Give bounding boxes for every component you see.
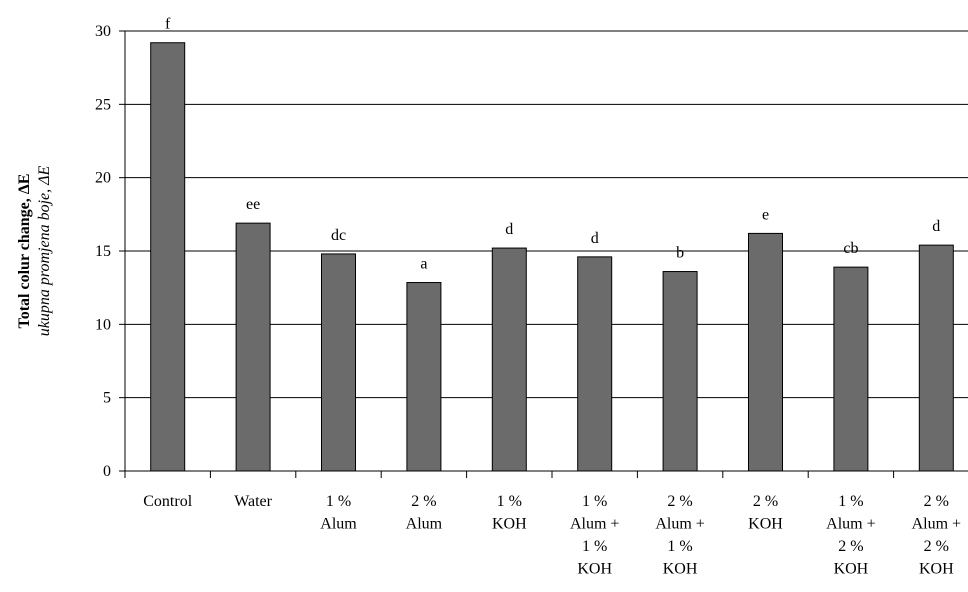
y-tick-labels: 0 5 10 15 20 25 30 [95,23,111,480]
data-label: d [505,221,513,238]
data-label: ee [246,196,260,213]
x-category-label: 1 % Alum +1 % KOH [570,493,619,578]
x-category-label: Water [234,493,272,510]
y-tick-label: 20 [95,170,111,187]
y-tick-label: 25 [95,96,111,113]
bar [833,266,869,472]
x-category-label: 1 % Alum [320,493,357,533]
x-category-label: 1 % Alum +2 % KOH [826,493,875,578]
y-tick-label: 5 [103,390,111,407]
x-category-label: 2 % Alum +2 % KOH [912,493,961,578]
bar [406,282,442,472]
bars [150,42,954,472]
y-tick-label: 0 [103,463,111,480]
data-label: d [932,218,940,235]
y-axis-title-secondary: ukupna promjena boje, ΔE [36,166,53,337]
x-category-label: 2 % KOH [748,493,783,533]
data-label: e [762,206,769,223]
data-label: cb [843,240,858,257]
x-category-label: Control [143,493,192,510]
y-axis-title-primary: Total colur change, ΔE [16,174,33,329]
bar [491,247,527,472]
data-label: b [676,245,684,262]
data-label: a [420,256,427,273]
x-category-label: 2 % Alum [406,493,443,533]
bar [662,271,698,472]
y-tick-label: 10 [95,316,111,333]
data-label: d [591,230,599,247]
y-tick-label: 15 [95,243,111,260]
bar [235,222,271,472]
x-category-labels: Control Water 1 % Alum 2 % Alum 1 % KOH 1 % Alum … [143,493,961,578]
bar [321,253,356,472]
data-label: f [165,16,171,33]
bar [577,256,613,472]
y-axis-title: Total colur change, ΔE ukupna promjena b… [16,166,53,337]
data-label: dc [331,227,346,244]
bar [918,244,954,472]
x-category-label: 2 % Alum +1 % KOH [655,493,704,578]
axes [119,30,968,478]
data-labels: f ee dc a d d b e cb d [165,16,940,273]
bar [150,42,186,472]
x-category-label: 1 % KOH [492,493,527,533]
bar [748,232,783,472]
y-tick-label: 30 [95,23,111,40]
